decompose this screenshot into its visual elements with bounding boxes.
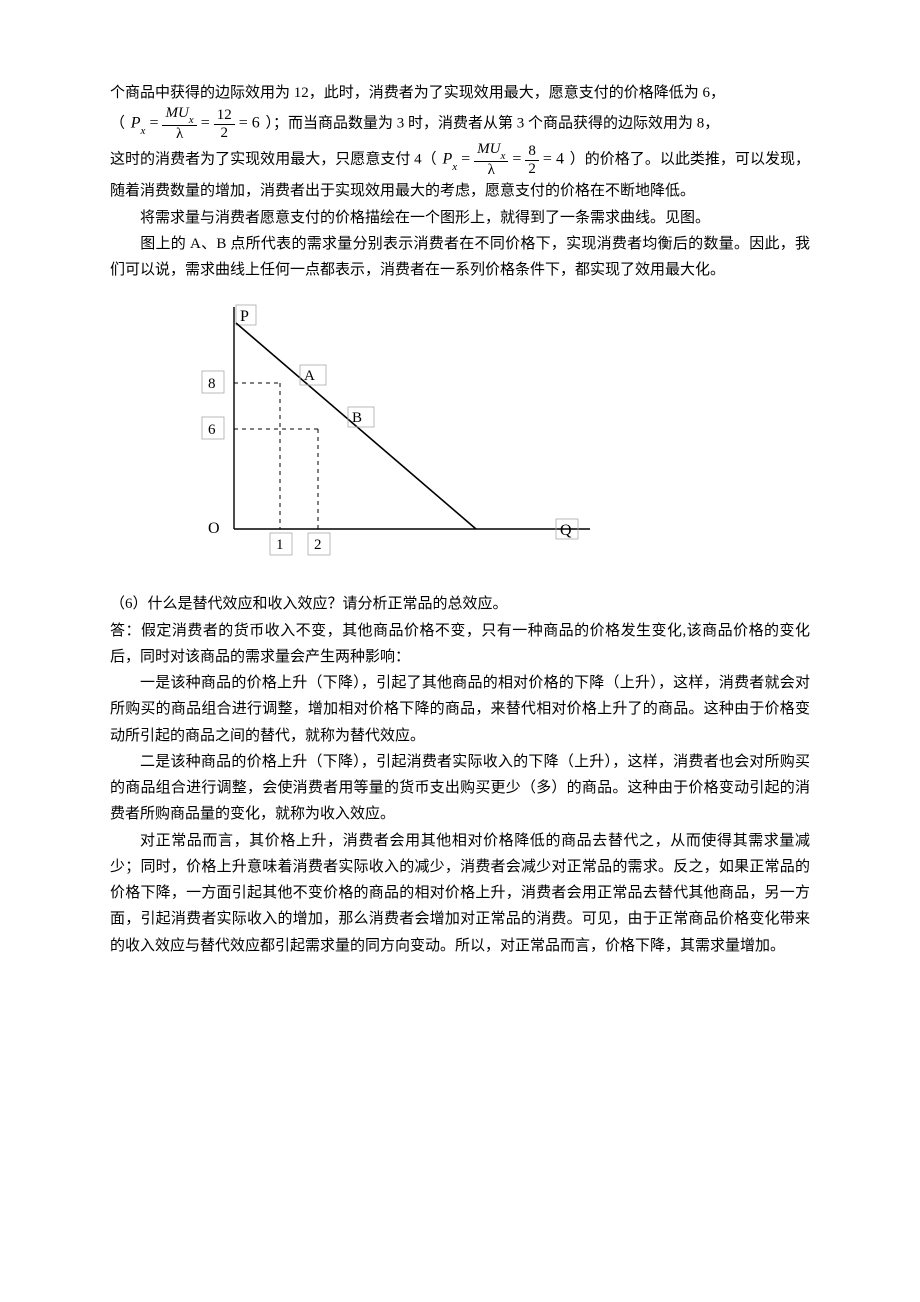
- svg-text:2: 2: [314, 537, 322, 553]
- svg-text:8: 8: [208, 376, 216, 392]
- equation-line-1: （ Px = MUxλ = 122 = 6 ）；而当商品数量为 3 时，消费者从…: [110, 106, 810, 142]
- svg-text:O: O: [208, 520, 220, 537]
- svg-text:1: 1: [276, 537, 284, 553]
- demand-curve-chart: P Q O 8 6 1 2 A B: [170, 289, 810, 579]
- question-6: （6）什么是替代效应和收入效应？请分析正常品的总效应。: [110, 591, 810, 617]
- paragraph-1: 个商品中获得的边际效用为 12，此时，消费者为了实现效用最大，愿意支付的价格降低…: [110, 80, 810, 106]
- eq1-open: （: [110, 116, 125, 132]
- eq2: Px = MUxλ = 82 = 4: [440, 142, 565, 178]
- answer-6-p3: 二是该种商品的价格上升（下降），引起消费者实际收入的下降（上升），这样，消费者也…: [110, 749, 810, 828]
- paragraph-2: 这时的消费者为了实现效用最大，只愿意支付 4（ Px = MUxλ = 82 =…: [110, 142, 810, 204]
- eq1: Px = MUxλ = 122 = 6: [129, 106, 262, 142]
- answer-6-p4: 对正常品而言，其价格上升，消费者会用其他相对价格降低的商品去替代之，从而使得其需…: [110, 828, 810, 959]
- p1-text-a: 个商品中获得的边际效用为 12，此时，消费者为了实现效用最大，愿意支付的价格降低…: [110, 85, 725, 101]
- paragraph-3: 将需求量与消费者愿意支付的价格描绘在一个图形上，就得到了一条需求曲线。见图。: [110, 205, 810, 231]
- answer-6-intro: 答：假定消费者的货币收入不变，其他商品价格不变，只有一种商品的价格发生变化,该商…: [110, 618, 810, 671]
- svg-text:B: B: [352, 410, 362, 426]
- answer-6-p2: 一是该种商品的价格上升（下降），引起了其他商品的相对价格的下降（上升），这样，消…: [110, 670, 810, 749]
- p2-text-a: 这时的消费者为了实现效用最大，只愿意支付 4（: [110, 152, 437, 168]
- svg-text:Q: Q: [560, 522, 572, 539]
- eq1-close-and-text: ）: [266, 116, 274, 132]
- svg-text:P: P: [240, 308, 249, 325]
- demand-curve-svg: P Q O 8 6 1 2 A B: [170, 289, 610, 579]
- p1-text-b: ；而当商品数量为 3 时，消费者从第 3 个商品获得的边际效用为 8，: [273, 116, 719, 132]
- paragraph-4: 图上的 A、B 点所代表的需求量分别表示消费者在不同价格下，实现消费者均衡后的数…: [110, 231, 810, 284]
- svg-text:A: A: [304, 368, 315, 384]
- svg-text:6: 6: [208, 422, 216, 438]
